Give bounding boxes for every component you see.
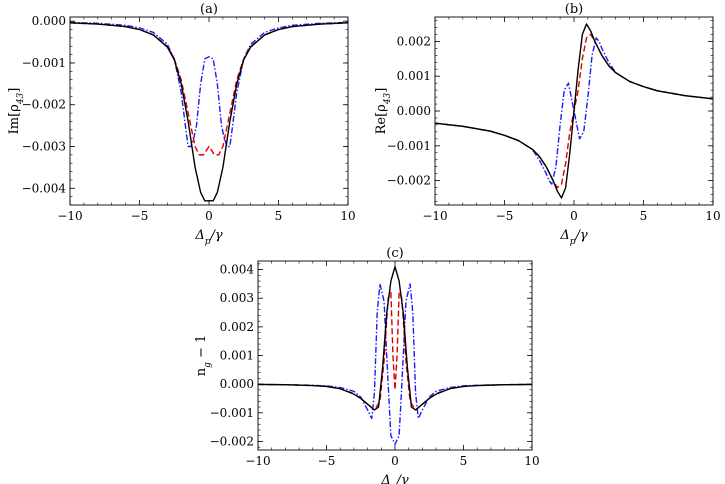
panel-title: (a) [200, 2, 218, 17]
plot-frame [257, 260, 533, 451]
x-tick-label: 5 [275, 209, 283, 223]
x-tick-label: 10 [705, 209, 720, 223]
y-tick-label: 0.000 [397, 104, 431, 118]
series-line-dashed [258, 291, 532, 411]
y-tick-label: −0.004 [22, 181, 67, 195]
x-tick-label: −5 [131, 209, 149, 223]
series-line-solid [258, 266, 532, 411]
x-tick-label: 0 [205, 209, 213, 223]
y-tick-label: 0.004 [220, 263, 255, 277]
y-tick-label: 0.001 [220, 349, 254, 363]
panel-c: −10 −5 0 5 10 0.004 0.003 0.002 0.001 0.000 −0.001… [194, 246, 540, 484]
x-tick-label: −10 [422, 209, 447, 223]
x-axis-label: Δp/γ [194, 228, 223, 247]
panel-title: (b) [565, 2, 583, 17]
y-axis-label: Im[ρ43] [7, 88, 26, 135]
y-tick-label: 0.002 [220, 320, 254, 334]
plot-frame [69, 16, 349, 206]
y-tick-label: 0.003 [220, 291, 254, 305]
x-tick-label: 5 [460, 454, 468, 468]
y-tick-label: −0.003 [22, 140, 66, 154]
y-tick-label: −0.002 [387, 174, 431, 188]
x-tick-label: −10 [57, 209, 82, 223]
y-tick-label: 0.001 [397, 69, 431, 83]
x-tick-label: −10 [245, 454, 270, 468]
y-tick-label: 0.000 [220, 377, 254, 391]
x-tick-label: 5 [640, 209, 648, 223]
x-tick-label: −5 [318, 454, 336, 468]
series-line-dashed [70, 22, 348, 156]
x-axis-label: Δp/γ [559, 228, 588, 247]
series-line-dashdot [258, 283, 532, 445]
y-tick-label: 0.000 [32, 14, 66, 28]
series-line-solid [435, 23, 713, 199]
x-tick-label: 0 [391, 454, 399, 468]
x-tick-label: 10 [524, 454, 539, 468]
panel-a: −10 −5 0 5 10 0.000 −0.001 −0.002 −0.003 −0.004 (a… [7, 2, 356, 247]
y-axis-label: ng − 1 [194, 335, 213, 377]
panel-b: −10 −5 0 5 10 0.002 0.001 0.000 −0.001 −0.002 (b) Δ… [374, 2, 721, 247]
panel-title: (c) [386, 246, 403, 261]
y-tick-label: −0.002 [210, 434, 254, 448]
x-tick-label: 10 [340, 209, 355, 223]
y-axis-label: Re[ρ43] [374, 88, 393, 135]
series-line-solid [70, 22, 348, 202]
x-tick-label: −5 [496, 209, 514, 223]
y-tick-label: −0.001 [387, 139, 431, 153]
series-line-dashdot [70, 21, 348, 148]
y-tick-label: 0.002 [397, 34, 431, 48]
y-tick-label: −0.002 [22, 98, 66, 112]
y-tick-label: −0.001 [210, 406, 254, 420]
y-tick-label: −0.001 [22, 56, 66, 70]
x-axis-label: Δp/γ [380, 473, 409, 484]
x-tick-label: 0 [570, 209, 578, 223]
